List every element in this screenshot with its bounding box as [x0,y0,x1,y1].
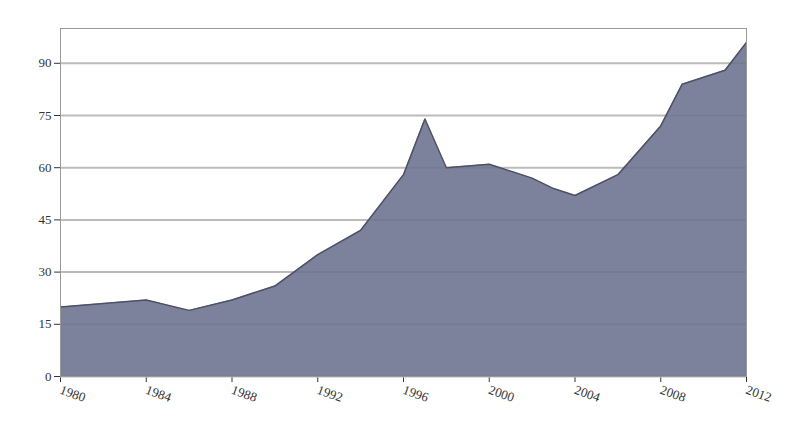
svg-text:15: 15 [39,316,52,331]
svg-text:1996: 1996 [401,382,431,405]
svg-text:0: 0 [45,369,52,384]
svg-text:1980: 1980 [58,382,88,405]
svg-text:2008: 2008 [658,382,688,405]
svg-text:75: 75 [39,108,52,123]
svg-text:90: 90 [39,55,52,70]
svg-text:2004: 2004 [573,382,603,405]
svg-text:60: 60 [39,160,52,175]
svg-text:30: 30 [39,264,52,279]
svg-text:2012: 2012 [744,382,774,405]
svg-text:1988: 1988 [230,382,260,405]
svg-text:1992: 1992 [315,382,345,405]
svg-text:2000: 2000 [487,382,517,405]
svg-text:1984: 1984 [144,382,174,405]
svg-text:45: 45 [39,212,52,227]
